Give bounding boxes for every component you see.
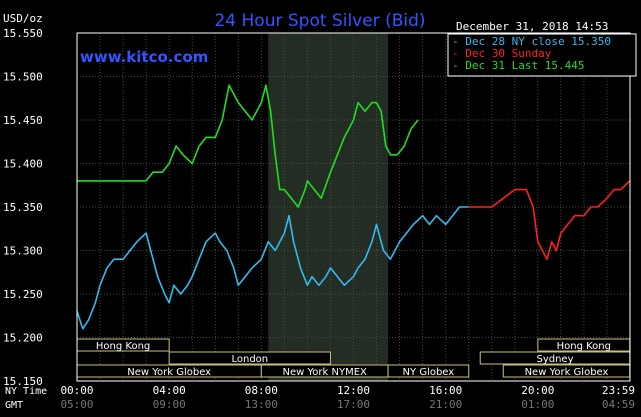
series-line-dec31 [77, 84, 419, 208]
chart-title: 24 Hour Spot Silver (Bid) [214, 11, 425, 31]
legend-item-dec28: - Dec 28 NY close 15.350 [452, 35, 611, 48]
x-tick-label: 23:59 [602, 384, 635, 397]
nymex-shaded-region [268, 33, 389, 381]
y-tick-label: 15.400 [3, 158, 43, 171]
session-label: New York Globex [525, 367, 609, 378]
gmt-tick-label: 13:00 [245, 398, 278, 411]
series-line-dec30 [468, 180, 631, 261]
y-tick-label: 15.300 [3, 245, 43, 258]
x-tick-label: 20:00 [521, 384, 554, 397]
x-tick-label: 16:00 [429, 384, 462, 397]
session-label: NY Globex [403, 367, 455, 378]
x-tick-label: 08:00 [245, 384, 278, 397]
session-bar [387, 364, 470, 378]
ny-time-label: NY Time [5, 386, 47, 397]
session-label: Hong Kong [557, 341, 611, 352]
x-tick-label: 12:00 [337, 384, 370, 397]
watermark: www.kitco.com [80, 48, 208, 66]
x-tick-label: 00:00 [60, 384, 93, 397]
legend-item-dec30: - Dec 30 Sunday [452, 47, 552, 60]
timestamp: December 31, 2018 14:53 [456, 20, 608, 33]
series-line-dec28 [76, 206, 469, 330]
session-label: New York NYMEX [283, 367, 368, 378]
session-label: New York Globex [127, 367, 211, 378]
session-label: London [231, 354, 268, 365]
legend-box [447, 33, 637, 77]
y-tick-label: 15.500 [3, 71, 43, 84]
gmt-tick-label: 09:00 [153, 398, 186, 411]
session-bar [168, 351, 331, 365]
gmt-tick-label: 05:00 [60, 398, 93, 411]
y-tick-label: 15.200 [3, 332, 43, 345]
y-tick-label: 15.250 [3, 288, 43, 301]
y-tick-label: 15.150 [3, 375, 43, 388]
gmt-tick-label: 17:00 [337, 398, 370, 411]
plot-frame [76, 32, 631, 382]
gmt-tick-label: 21:00 [429, 398, 462, 411]
y-unit-label: USD/oz [3, 12, 43, 25]
x-tick-label: 04:00 [153, 384, 186, 397]
session-label: Hong Kong [96, 341, 150, 352]
y-tick-label: 15.550 [3, 27, 43, 40]
gmt-label: GMT [5, 400, 23, 411]
y-tick-label: 15.450 [3, 114, 43, 127]
legend-item-dec31: - Dec 31 Last 15.445 [452, 59, 584, 72]
gmt-tick-label: 01:00 [521, 398, 554, 411]
gmt-tick-label: 04:59 [602, 398, 635, 411]
session-label: Sydney [536, 354, 573, 365]
y-tick-label: 15.350 [3, 201, 43, 214]
